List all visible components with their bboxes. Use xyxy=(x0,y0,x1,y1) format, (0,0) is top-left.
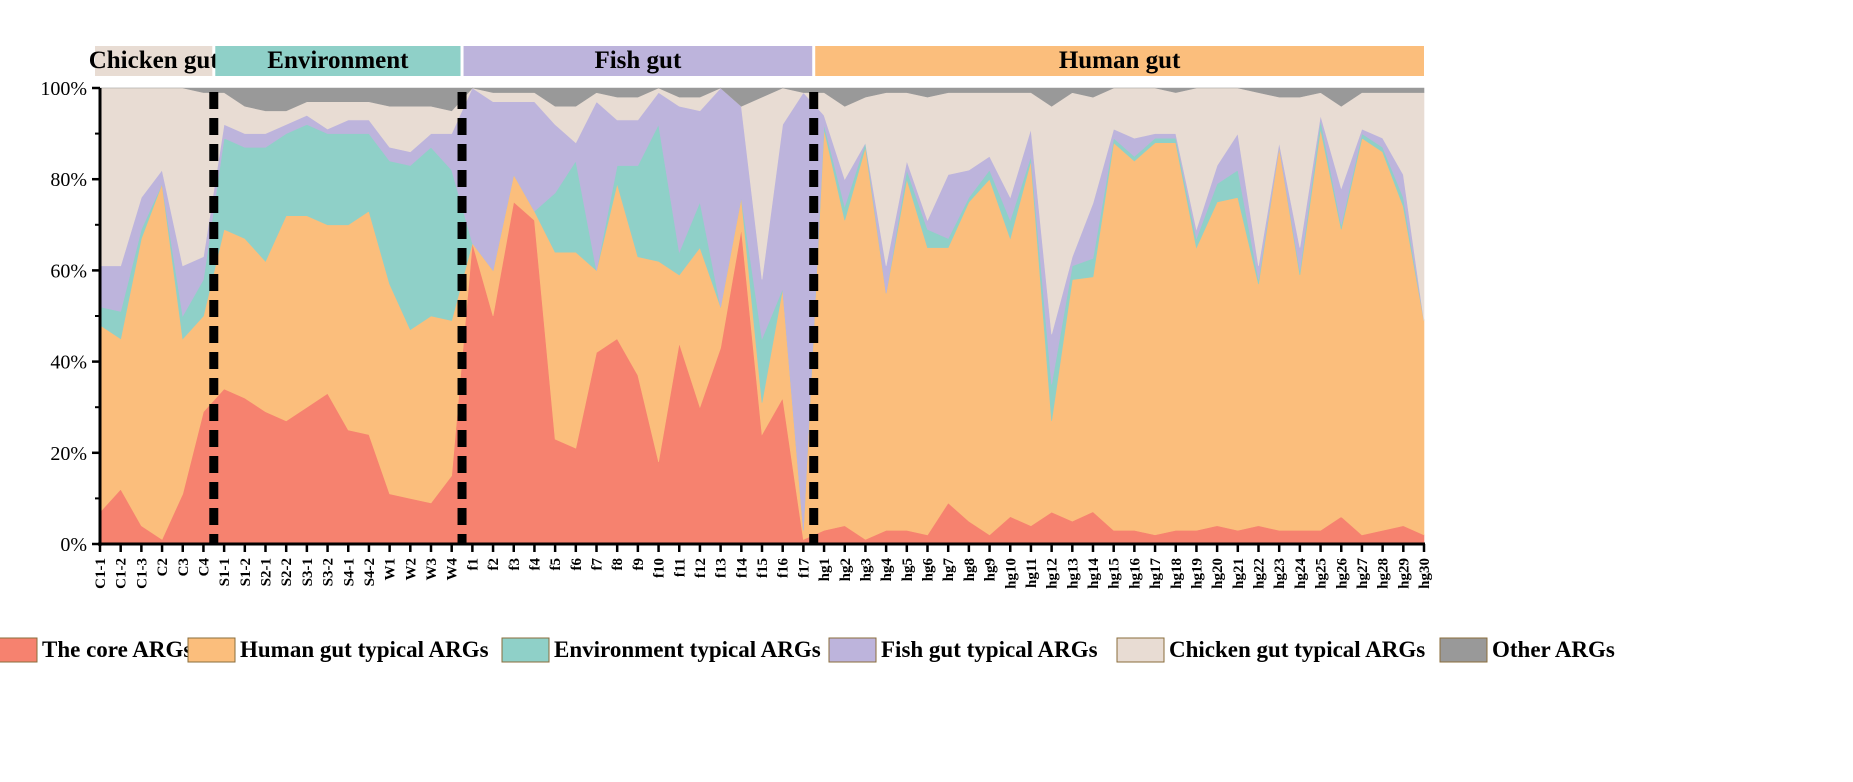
x-tick-label: f15 xyxy=(755,558,771,578)
legend-entry-label: Chicken gut typical ARGs xyxy=(1169,637,1425,662)
x-tick-label: hg5 xyxy=(900,558,916,581)
legend-entry-label: Fish gut typical ARGs xyxy=(881,637,1098,662)
x-tick-label: hg10 xyxy=(1003,558,1019,589)
x-tick-label: S2-1 xyxy=(259,558,275,586)
x-tick-label: hg1 xyxy=(817,558,833,581)
x-tick-label: hg17 xyxy=(1148,558,1164,589)
x-tick-label: S1-1 xyxy=(217,558,233,586)
x-tick-label: W1 xyxy=(383,558,399,581)
x-tick-label: hg23 xyxy=(1272,558,1288,589)
x-tick-label: f7 xyxy=(590,558,606,571)
x-tick-label: S2-2 xyxy=(279,558,295,586)
legend-entry-label: Human gut typical ARGs xyxy=(240,637,489,662)
x-tick-label: f2 xyxy=(486,558,502,571)
x-tick-label: C4 xyxy=(196,558,212,577)
x-tick-label: hg4 xyxy=(879,558,895,582)
x-tick-label: hg19 xyxy=(1189,558,1205,589)
x-tick-label: hg7 xyxy=(941,558,957,582)
x-tick-label: f10 xyxy=(652,558,668,578)
x-tick-label: S4-2 xyxy=(362,558,378,586)
x-tick-label: hg15 xyxy=(1107,558,1123,589)
legend-swatch-environment-typical-args xyxy=(501,637,550,663)
x-tick-label: hg22 xyxy=(1252,558,1268,589)
x-tick-label: f11 xyxy=(672,558,688,577)
legend: The core ARGs Human gut typical ARGs Envir… xyxy=(0,637,1615,663)
group-label-chicken-gut: Chicken gut xyxy=(89,47,220,74)
x-tick-label: f9 xyxy=(631,558,647,571)
x-tick-label: hg30 xyxy=(1417,558,1433,589)
y-tick-label: 40% xyxy=(50,352,87,374)
x-tick-label: hg9 xyxy=(983,558,999,581)
legend-entry-label: Environment typical ARGs xyxy=(554,637,821,662)
axes: 0% 20% 40% 60% 80% 100% C1-1 C1-2 C1-3 C2 C3 C4 S1-1… xyxy=(40,78,1433,589)
x-tick-label: f6 xyxy=(569,558,585,571)
x-tick-label: hg2 xyxy=(838,558,854,581)
x-tick-label: hg25 xyxy=(1314,558,1330,589)
x-tick-label: hg18 xyxy=(1169,558,1185,589)
x-tick-label: S3-1 xyxy=(300,558,316,586)
x-tick-label: S4-1 xyxy=(341,558,357,586)
y-tick-label: 60% xyxy=(50,260,87,282)
x-tick-label: hg11 xyxy=(1024,558,1040,588)
x-tick-label: f12 xyxy=(693,558,709,578)
x-tick-label: S3-2 xyxy=(321,558,337,586)
x-tick-label: C1-3 xyxy=(134,558,150,589)
x-tick-label: W4 xyxy=(445,558,461,581)
group-band-chicken-gut xyxy=(95,46,213,76)
group-band-fish-gut xyxy=(463,46,813,76)
x-tick-label: hg20 xyxy=(1210,558,1226,589)
x-tick-label: f16 xyxy=(776,558,792,578)
group-separators xyxy=(209,92,819,544)
x-tick-label: f17 xyxy=(796,558,812,578)
x-tick-label: hg16 xyxy=(1127,558,1143,589)
x-tick-label: f13 xyxy=(714,558,730,578)
x-tick-label: hg3 xyxy=(858,558,874,581)
x-tick-label: C2 xyxy=(155,558,171,576)
x-tick-label: C1-2 xyxy=(114,558,130,589)
legend-swatch-chicken-gut-typical-args xyxy=(1116,637,1165,663)
group-label-environment: Environment xyxy=(267,47,409,74)
x-tick-label: hg12 xyxy=(1045,558,1061,589)
x-tick-label: f8 xyxy=(610,558,626,571)
group-header-bar: Chicken gut Environment Fish gut Human gut xyxy=(89,46,1424,76)
legend-entry-label: Other ARGs xyxy=(1492,637,1615,662)
x-tick-label: S1-2 xyxy=(238,558,254,586)
legend-entry-label: The core ARGs xyxy=(42,637,192,662)
x-tick-label: hg8 xyxy=(962,558,978,581)
legend-swatch-other-args xyxy=(1439,637,1488,663)
y-tick-label: 0% xyxy=(60,534,87,556)
x-tick-label: f1 xyxy=(465,558,481,571)
y-tick-label: 100% xyxy=(40,78,87,100)
y-tick-label: 80% xyxy=(50,169,87,191)
x-tick-label: hg27 xyxy=(1355,558,1371,589)
x-tick-label: hg26 xyxy=(1334,558,1350,589)
x-tick-label: hg6 xyxy=(921,558,937,582)
group-band-environment xyxy=(215,46,461,76)
group-label-human-gut: Human gut xyxy=(1059,47,1181,74)
x-tick-label: C1-1 xyxy=(93,558,109,589)
group-label-fish-gut: Fish gut xyxy=(594,47,682,74)
x-tick-label: f3 xyxy=(507,558,523,571)
x-tick-label: hg29 xyxy=(1396,558,1412,589)
y-tick-label: 20% xyxy=(50,443,87,465)
area-series-other-args xyxy=(100,87,1425,112)
legend-swatch-human-gut-typical-args xyxy=(187,637,236,663)
legend-swatch-the-core-args xyxy=(0,637,38,663)
x-tick-label: hg24 xyxy=(1293,558,1309,589)
x-tick-label: f5 xyxy=(548,558,564,571)
x-tick-label: hg14 xyxy=(1086,558,1102,589)
area-layers xyxy=(99,87,1425,545)
group-band-human-gut xyxy=(815,46,1424,76)
x-tick-label: hg21 xyxy=(1231,558,1247,589)
x-tick-label: hg28 xyxy=(1376,558,1392,589)
x-tick-label: hg13 xyxy=(1065,558,1081,589)
x-tick-label: f14 xyxy=(734,558,750,578)
x-tick-label: W2 xyxy=(403,558,419,581)
legend-swatch-fish-gut-typical-args xyxy=(828,637,877,663)
x-tick-label: f4 xyxy=(527,558,543,571)
x-tick-label: W3 xyxy=(424,558,440,581)
x-tick-label: C3 xyxy=(176,558,192,576)
